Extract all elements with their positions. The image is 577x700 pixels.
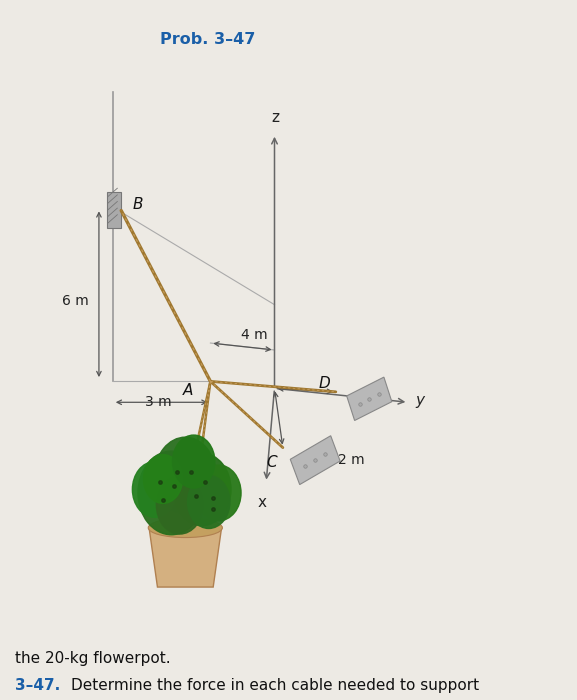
Polygon shape <box>347 377 392 421</box>
Polygon shape <box>290 435 340 484</box>
Text: Determine the force in each cable needed to support: Determine the force in each cable needed… <box>71 678 479 693</box>
Text: y: y <box>415 393 424 407</box>
Text: B: B <box>132 197 143 213</box>
Text: x: x <box>257 495 266 510</box>
Text: the 20-kg flowerpot.: the 20-kg flowerpot. <box>16 651 171 666</box>
Circle shape <box>173 453 231 526</box>
Circle shape <box>197 465 241 521</box>
Text: Prob. 3–47: Prob. 3–47 <box>160 32 255 47</box>
Text: z: z <box>272 111 280 125</box>
Text: C: C <box>267 454 278 470</box>
Polygon shape <box>149 528 222 587</box>
Ellipse shape <box>148 518 222 538</box>
Circle shape <box>155 438 216 514</box>
Text: 3–47.: 3–47. <box>16 678 61 693</box>
Text: D: D <box>319 376 330 391</box>
Circle shape <box>156 475 203 534</box>
Circle shape <box>132 461 177 517</box>
Text: 4 m: 4 m <box>241 328 268 342</box>
Circle shape <box>144 454 182 503</box>
Text: 2 m: 2 m <box>338 453 364 467</box>
Text: A: A <box>183 383 194 398</box>
Polygon shape <box>107 192 121 228</box>
Circle shape <box>173 435 215 488</box>
Text: 6 m: 6 m <box>62 294 89 308</box>
Text: 3 m: 3 m <box>145 395 172 409</box>
Text: 2 m: 2 m <box>362 386 388 400</box>
Circle shape <box>138 451 205 535</box>
Circle shape <box>188 475 230 528</box>
